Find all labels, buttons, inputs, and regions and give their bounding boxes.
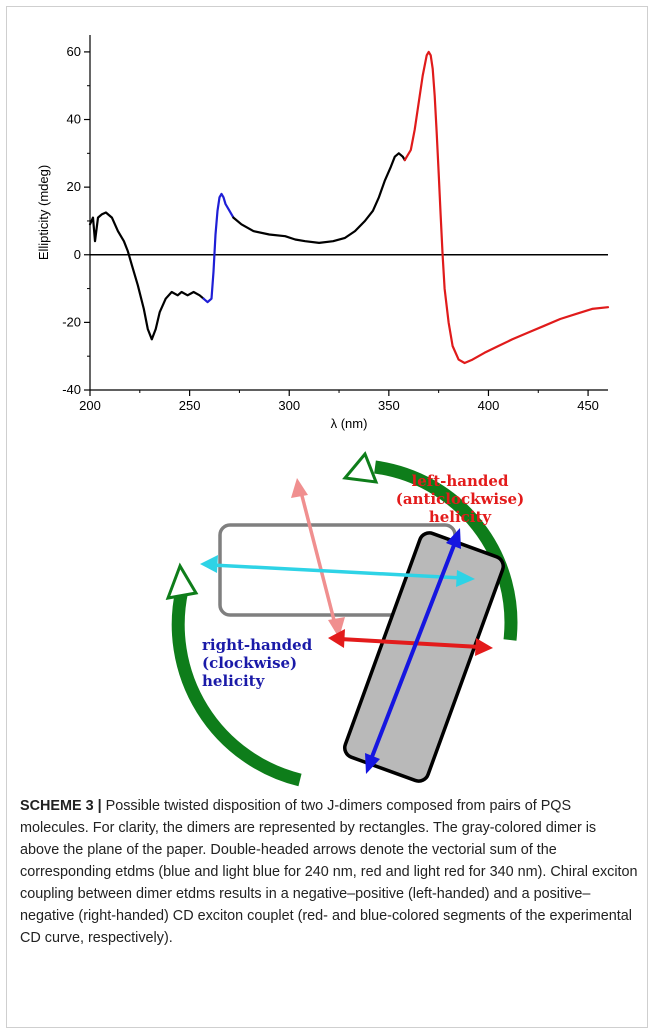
- cd-curve-segment-black: [232, 152, 406, 244]
- right-helicity-label: right-handed (clockwise) helicity: [202, 636, 313, 690]
- y-tick-label: -20: [62, 314, 81, 329]
- exciton-coupling-scheme: left-handed (anticlockwise) helicity right…: [165, 451, 524, 787]
- caption-label: SCHEME 3 |: [20, 798, 102, 814]
- cd-spectrum-chart: -40 -20 0 20 40 60 200 250 300 350 400 450 λ (nm) Ell…: [36, 35, 610, 431]
- x-tick-label: 200: [79, 398, 101, 413]
- cd-curve-segment-black: [88, 211, 205, 341]
- x-tick-label: 300: [278, 398, 300, 413]
- x-tick-label: 450: [577, 398, 599, 413]
- caption-text: Possible twisted disposition of two J-di…: [20, 798, 638, 946]
- x-axis-title: λ (nm): [331, 416, 368, 431]
- gray-dimer-rectangle: [343, 531, 505, 783]
- red-arrow: [328, 629, 493, 656]
- scheme-caption: SCHEME 3 | Possible twisted disposition …: [20, 795, 638, 949]
- light-red-arrow: [291, 478, 345, 638]
- y-tick-label: -40: [62, 382, 81, 397]
- blue-arrow: [365, 528, 461, 774]
- x-tick-label: 400: [478, 398, 500, 413]
- y-tick-label: 60: [67, 44, 81, 59]
- left-helicity-arrowhead: [342, 451, 379, 484]
- figure-frame: [6, 6, 648, 1028]
- left-helicity-label: left-handed (anticlockwise) helicity: [396, 472, 524, 526]
- right-helicity-arrowhead: [165, 562, 199, 600]
- x-tick-label: 350: [378, 398, 400, 413]
- left-helicity-arc: [374, 460, 518, 641]
- cd-curve-segment-red: [403, 50, 610, 365]
- y-tick-label: 20: [67, 179, 81, 194]
- light-blue-arrow: [200, 555, 475, 587]
- y-tick-label: 40: [67, 112, 81, 127]
- x-tick-label: 250: [179, 398, 201, 413]
- y-axis-title: Ellipticity (mdeg): [36, 165, 51, 260]
- cd-curve-segment-blue: [202, 192, 235, 304]
- y-tick-label: 0: [74, 247, 81, 262]
- plot-area: -40 -20 0 20 40 60 200 250 300 350 400 450 λ (nm) Ell…: [36, 35, 610, 431]
- right-helicity-arc: [171, 588, 302, 787]
